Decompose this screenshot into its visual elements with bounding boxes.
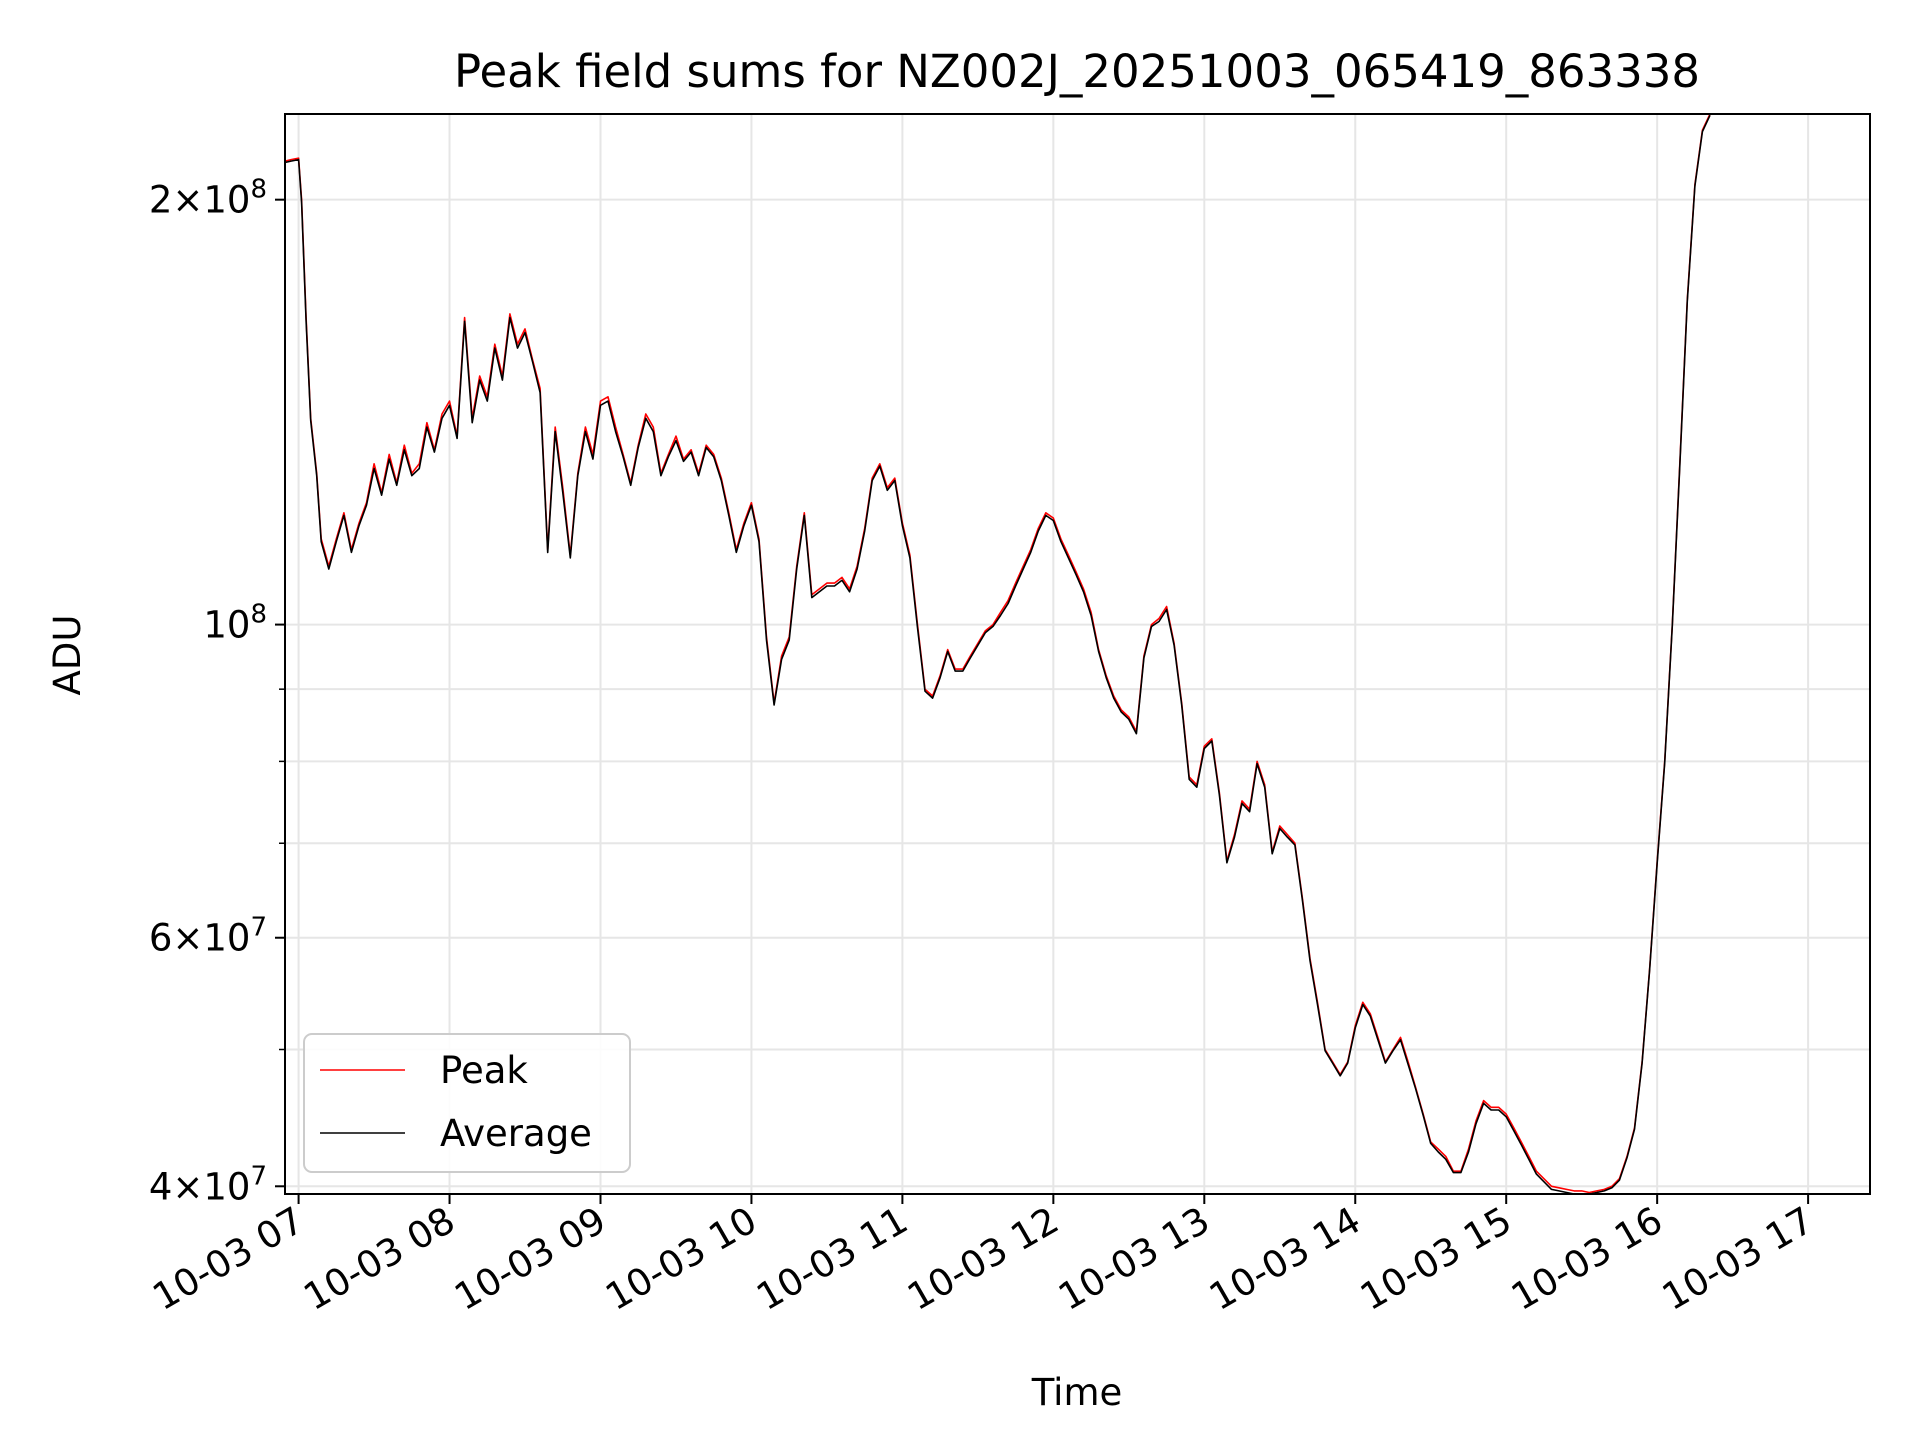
- y-tick-label: 2×108: [149, 175, 267, 222]
- y-axis: 4×107 6×107 108 2×108: [149, 175, 285, 1208]
- y-tick-label: 6×107: [149, 913, 267, 960]
- legend: Peak Average: [303, 1033, 631, 1173]
- legend-box: [303, 1033, 631, 1173]
- x-axis-label: Time: [1031, 1371, 1123, 1414]
- plot-frame: [284, 113, 1871, 1195]
- series-line-average: [284, 114, 1711, 1195]
- legend-label-peak: Peak: [440, 1049, 528, 1092]
- legend-label-average: Average: [440, 1112, 592, 1155]
- series-group: [284, 113, 1711, 1195]
- chart-title: Peak field sums for NZ002J_20251003_0654…: [454, 45, 1700, 98]
- y-tick-label: 4×107: [149, 1161, 267, 1208]
- y-tick-label: 108: [203, 600, 267, 647]
- y-axis-label: ADU: [46, 615, 89, 696]
- grid: [285, 114, 1870, 1194]
